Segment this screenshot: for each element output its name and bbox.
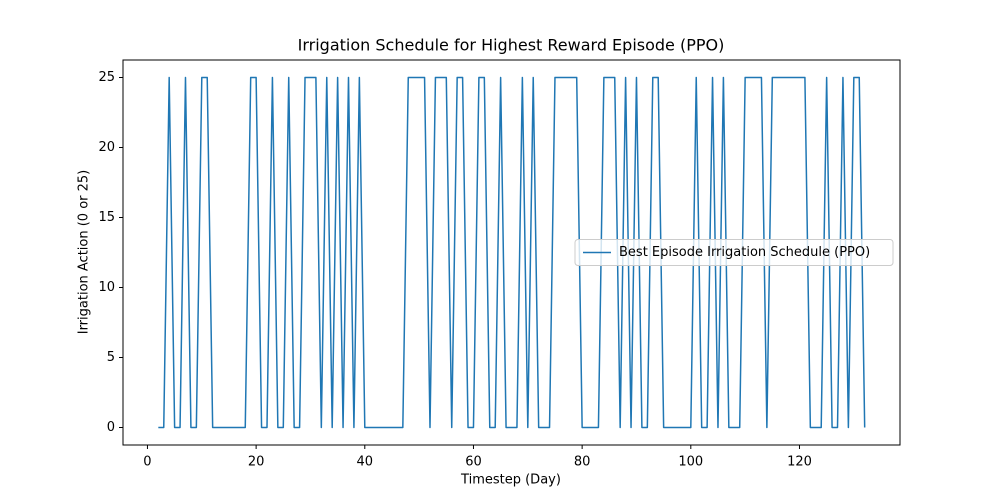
legend-box	[574, 239, 894, 266]
y-axis-label: Irrigation Action (0 or 25)	[77, 170, 92, 335]
x-tick-label: 100	[678, 455, 703, 470]
y-tick-label: 5	[107, 350, 115, 365]
x-tick-label: 40	[357, 455, 374, 470]
y-tick-label: 15	[98, 210, 115, 225]
y-tick-label: 0	[107, 420, 115, 435]
plot-frame	[122, 59, 901, 446]
y-tick-label: 25	[98, 70, 115, 85]
y-tick-label: 10	[98, 280, 115, 295]
x-tick-label: 120	[787, 455, 812, 470]
x-tick-label: 60	[465, 455, 482, 470]
line-series	[158, 76, 866, 429]
chart-title: Irrigation Schedule for Highest Reward E…	[298, 36, 725, 55]
legend-label: Best Episode Irrigation Schedule (PPO)	[619, 245, 870, 260]
x-axis-label: Timestep (Day)	[460, 473, 561, 488]
x-tick-label: 20	[248, 455, 265, 470]
x-tick-label: 0	[143, 455, 151, 470]
x-tick-label: 80	[574, 455, 591, 470]
y-tick-label: 20	[98, 140, 115, 155]
